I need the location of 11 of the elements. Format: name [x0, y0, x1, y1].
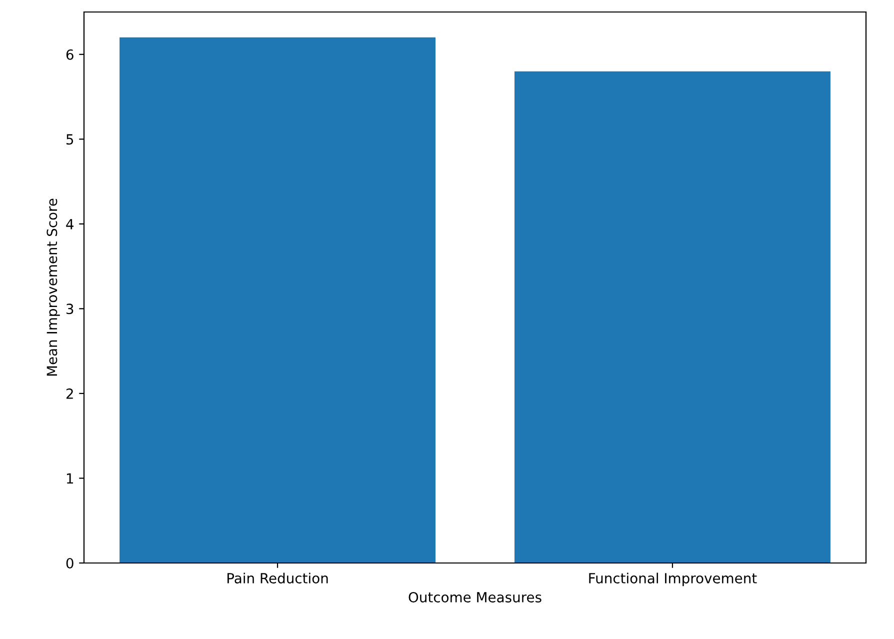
- y-tick-label: 1: [66, 473, 73, 484]
- y-axis-title: Mean Improvement Score: [46, 198, 60, 376]
- y-tick-label: 3: [66, 304, 74, 314]
- x-tick-label: Functional Improvement: [589, 572, 757, 586]
- y-tick-label: 6: [66, 49, 74, 60]
- x-tick-label: Pain Reduction: [228, 572, 328, 584]
- y-tick-label: 5: [66, 134, 74, 145]
- y-tick-label: 0: [66, 558, 74, 568]
- y-tick-label: 2: [66, 388, 73, 399]
- y-tick-label: 4: [66, 219, 74, 230]
- x-axis-title: Outcome Measures: [408, 592, 542, 602]
